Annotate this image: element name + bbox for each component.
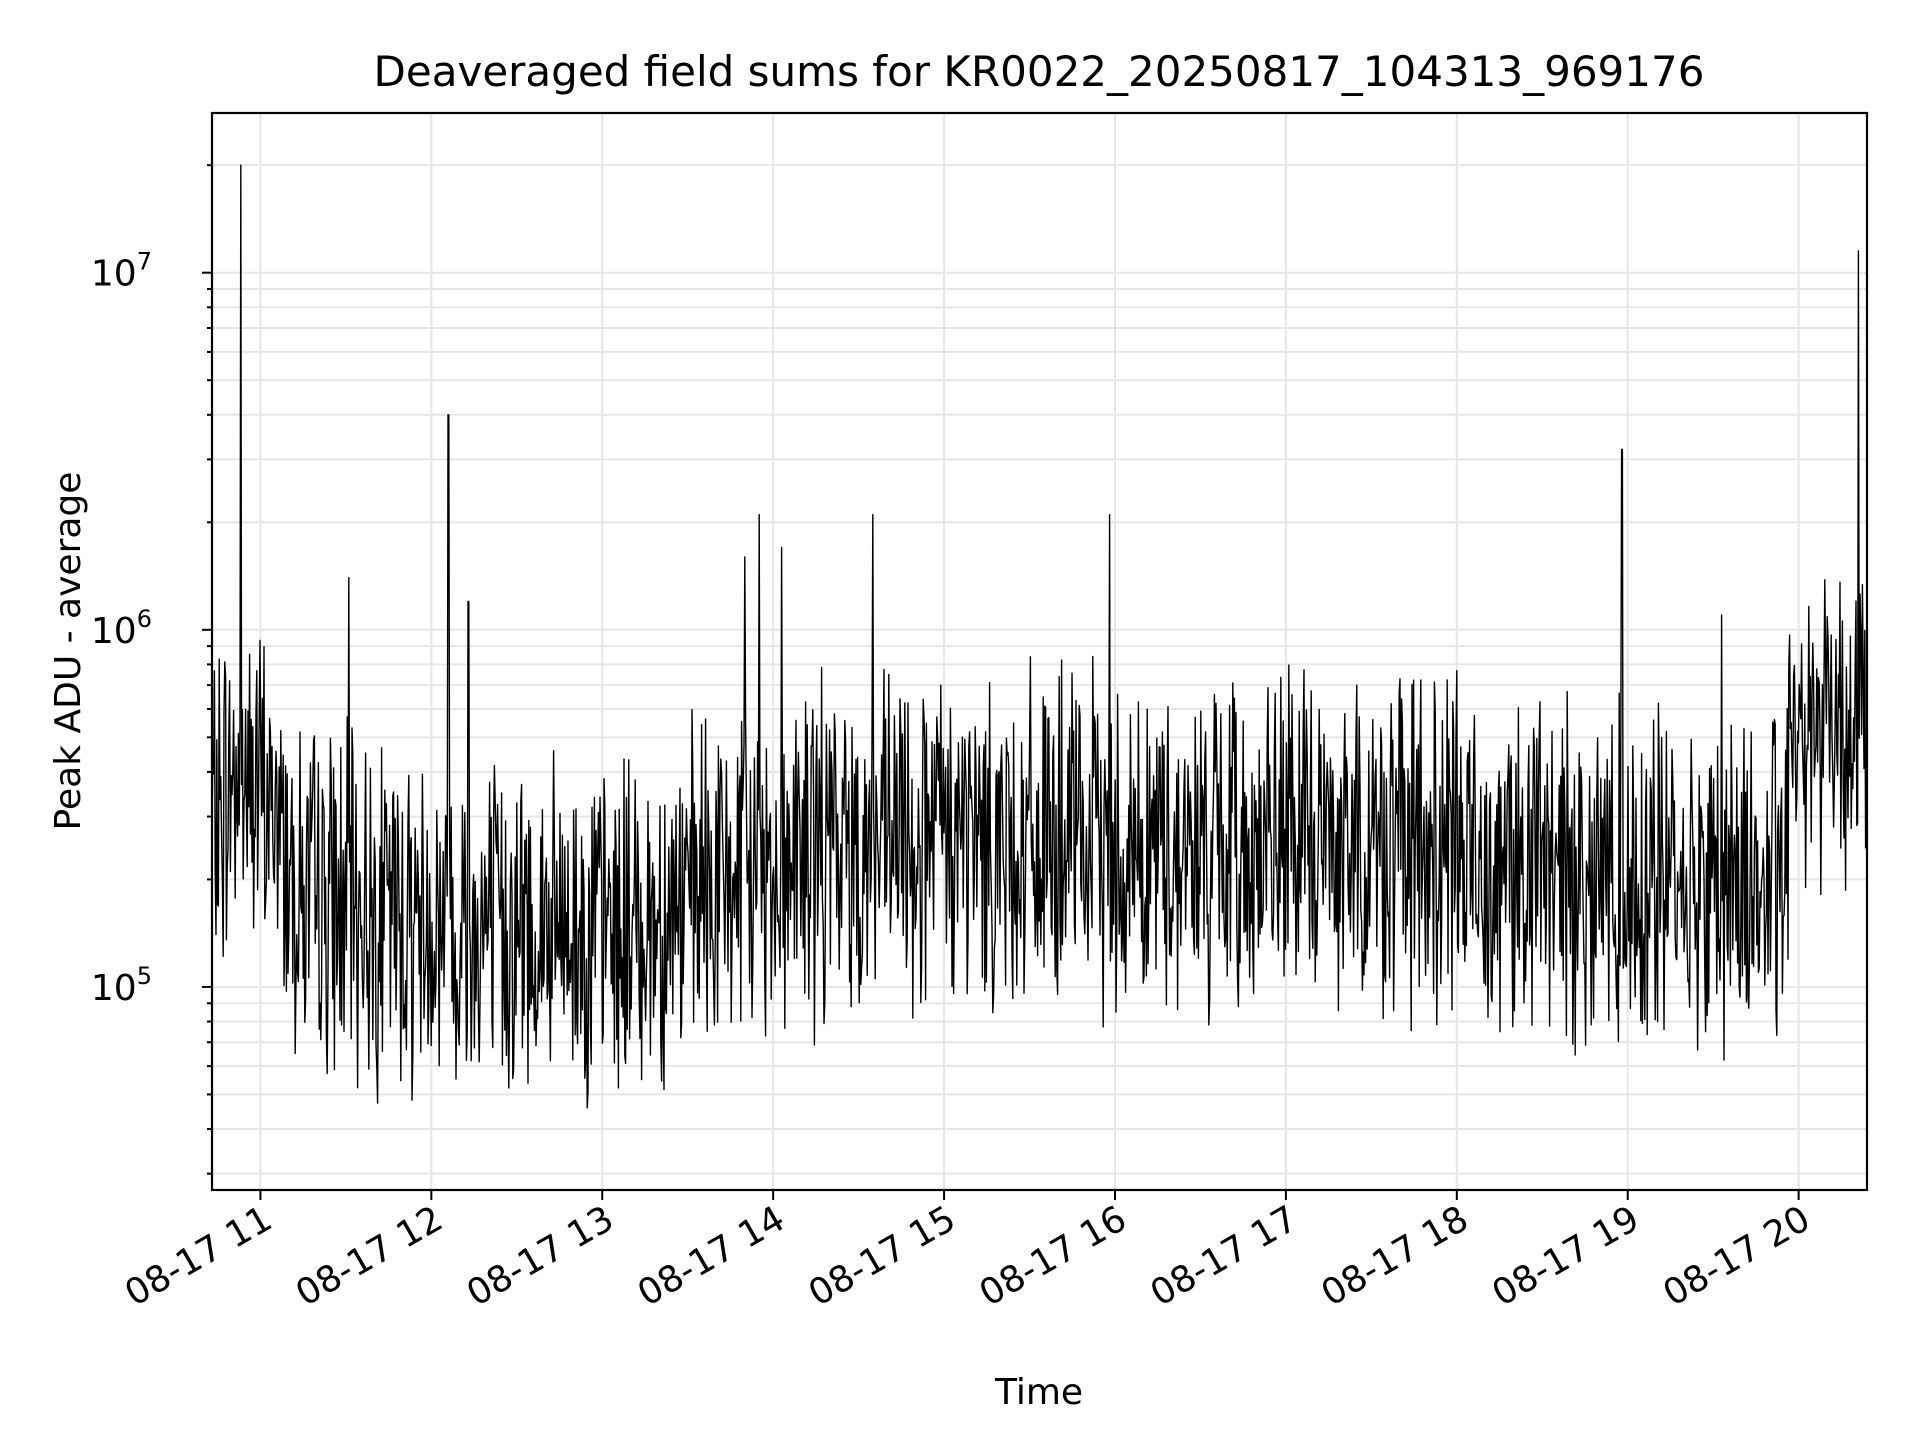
series-line: [211, 164, 1868, 1109]
grid-layer: [212, 113, 1867, 1190]
x-axis-label: Time: [994, 1372, 1083, 1413]
y-axis-ticks: 105 106 107: [91, 164, 212, 1175]
chart-title: Deaveraged field sums for KR0022_2025081…: [374, 47, 1705, 96]
y-tick-label: 107: [91, 248, 152, 295]
y-tick-label: 106: [91, 605, 152, 652]
y-tick-label: 105: [91, 962, 152, 1009]
plot-frame: [210, 111, 1869, 1192]
y-axis-label: Peak ADU - average: [48, 472, 89, 831]
